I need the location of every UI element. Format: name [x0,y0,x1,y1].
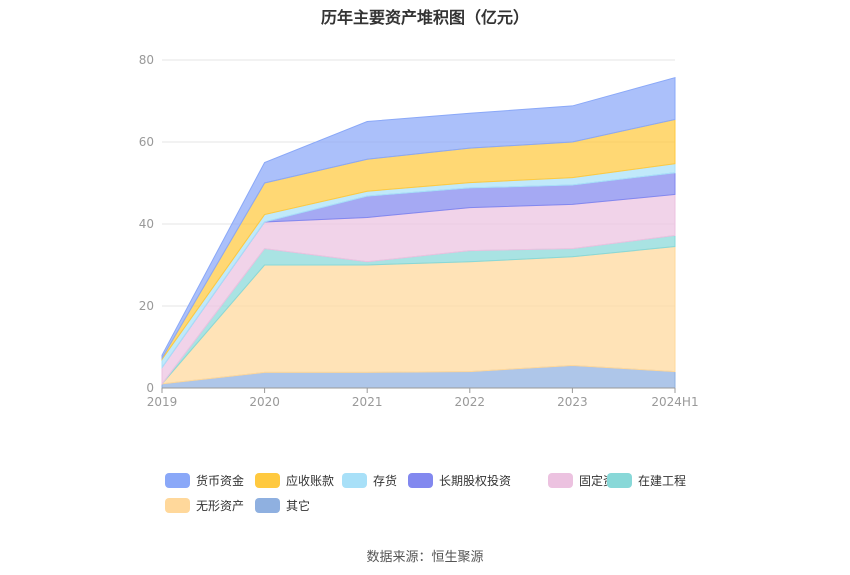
legend-swatch [165,473,190,488]
area-series [161,76,676,360]
legend-label: 存货 [373,474,398,488]
legend-swatch [607,473,632,488]
data-source: 数据来源：恒生聚源 [366,550,484,565]
y-tick-label: 60 [139,135,154,149]
x-tick-label: 2022 [455,395,486,409]
x-tick-label: 2019 [147,395,178,409]
legend-swatch [548,473,573,488]
legend-swatch [408,473,433,488]
x-tick-label: 2024H1 [651,395,698,409]
legend-item[interactable]: 存货 [342,472,397,489]
legend-label: 长期股权投资 [439,474,512,488]
legend-swatch [342,473,367,488]
x-tick-label: 2021 [352,395,383,409]
legend-label: 货币资金 [196,474,245,488]
y-tick-label: 20 [139,299,154,313]
legend-swatch [255,473,280,488]
legend-item[interactable]: 在建工程 [607,472,686,489]
legend-swatch [165,498,190,513]
legend-label: 其它 [286,499,311,513]
legend-label: 应收账款 [286,474,335,488]
legend-swatch [255,498,280,513]
chart-title: 历年主要资产堆积图（亿元） [320,8,529,27]
legend-label: 无形资产 [196,499,245,513]
x-tick-label: 2020 [249,395,280,409]
y-tick-label: 80 [139,53,154,67]
legend-item[interactable]: 货币资金 [165,472,244,489]
legend-label: 在建工程 [638,474,687,488]
x-tick-label: 2023 [557,395,588,409]
legend-item[interactable]: 应收账款 [255,472,334,489]
legend-item[interactable]: 无形资产 [165,497,244,514]
y-tick-label: 0 [146,381,154,395]
y-tick-label: 40 [139,217,154,231]
legend-item[interactable]: 其它 [255,497,310,514]
stacked-area-chart: 0 20 40 60 80 2019 2020 2021 2022 2023 2024H1 [139,53,699,409]
legend-item[interactable]: 长期股权投资 [408,472,511,489]
